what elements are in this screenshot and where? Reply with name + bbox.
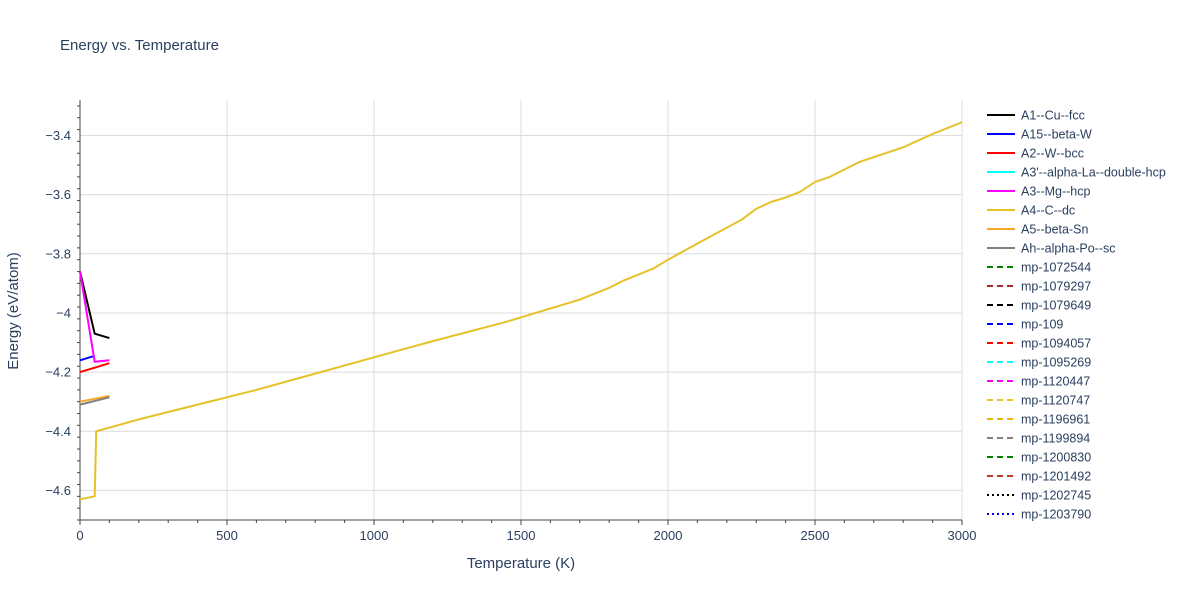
legend-item[interactable]: mp-1120447 [987, 375, 1090, 389]
x-tick-label: 1000 [360, 528, 389, 543]
y-tick-label: −4.6 [45, 483, 71, 498]
x-tick-label: 1500 [507, 528, 536, 543]
series-line-ah-alpha-po-sc [79, 396, 110, 406]
legend-item[interactable]: mp-1199894 [987, 432, 1090, 446]
legend-item[interactable]: A4--C--dc [987, 204, 1075, 218]
legend-label: A2--W--bcc [1021, 147, 1084, 161]
y-axis-title: Energy (eV/atom) [5, 252, 22, 370]
legend-label: mp-1120747 [1021, 394, 1090, 408]
legend-item[interactable]: A5--beta-Sn [987, 223, 1088, 237]
x-axis-title: Temperature (K) [467, 555, 575, 572]
x-tick-label: 2500 [801, 528, 830, 543]
legend-item[interactable]: mp-1094057 [987, 337, 1091, 351]
y-tick-label: −3.4 [45, 128, 71, 143]
legend-label: A3'--alpha-La--double-hcp [1021, 166, 1166, 180]
legend-label: A1--Cu--fcc [1021, 109, 1085, 123]
series-line-a15-beta-w [79, 354, 95, 362]
legend-label: mp-1079297 [1021, 280, 1091, 294]
legend-label: mp-1200830 [1021, 451, 1091, 465]
legend-label: A4--C--dc [1021, 204, 1075, 218]
series-line-a5-beta-sn [79, 394, 110, 403]
legend-item[interactable]: A15--beta-W [987, 128, 1092, 142]
legend-label: mp-1196961 [1021, 413, 1090, 427]
legend[interactable]: A1--Cu--fcc A15--beta-W A2--W--bcc A3'--alp… [987, 109, 1166, 522]
legend-item[interactable]: A3--Mg--hcp [987, 185, 1091, 199]
series-line-a1-cu-fcc [79, 271, 110, 340]
series-line-a2-w-bcc [79, 362, 110, 374]
legend-label: A3--Mg--hcp [1021, 185, 1091, 199]
chart-title: Energy vs. Temperature [60, 37, 219, 54]
legend-item[interactable]: Ah--alpha-Po--sc [987, 242, 1115, 256]
legend-label: A15--beta-W [1021, 128, 1092, 142]
grid [80, 100, 963, 520]
legend-item[interactable]: mp-1079297 [987, 280, 1091, 294]
legend-item[interactable]: mp-1201492 [987, 470, 1091, 484]
legend-item[interactable]: A1--Cu--fcc [987, 109, 1085, 123]
x-tick-label: 0 [76, 528, 83, 543]
legend-item[interactable]: A2--W--bcc [987, 147, 1084, 161]
legend-item[interactable]: A3'--alpha-La--double-hcp [987, 166, 1166, 180]
legend-item[interactable]: mp-1196961 [987, 413, 1090, 427]
legend-label: mp-1079649 [1021, 299, 1091, 313]
y-tick-label: −4.2 [45, 365, 71, 380]
legend-label: mp-1094057 [1021, 337, 1091, 351]
legend-label: mp-1199894 [1021, 432, 1090, 446]
legend-item[interactable]: mp-1203790 [987, 508, 1091, 522]
legend-label: A5--beta-Sn [1021, 223, 1088, 237]
y-tick-label: −4.4 [45, 424, 71, 439]
legend-item[interactable]: mp-1072544 [987, 261, 1091, 275]
x-tick-label: 2000 [654, 528, 683, 543]
legend-label: mp-1095269 [1021, 356, 1091, 370]
series-layer [79, 121, 963, 501]
legend-item[interactable]: mp-109 [987, 318, 1063, 332]
series-line-a4-c-dc [79, 121, 963, 501]
y-tick-label: −4 [56, 305, 71, 320]
legend-label: mp-1120447 [1021, 375, 1090, 389]
legend-item[interactable]: mp-1079649 [987, 299, 1091, 313]
axes: 0 500 1000 1500 2000 2500 3000 −4.6 −4.4 −4.2 −4 −3… [45, 100, 976, 543]
legend-item[interactable]: mp-1120747 [987, 394, 1090, 408]
x-tick-label: 3000 [948, 528, 977, 543]
legend-label: Ah--alpha-Po--sc [1021, 242, 1115, 256]
legend-label: mp-1072544 [1021, 261, 1091, 275]
legend-label: mp-109 [1021, 318, 1063, 332]
y-tick-label: −3.8 [45, 246, 71, 261]
legend-label: mp-1203790 [1021, 508, 1091, 522]
legend-item[interactable]: mp-1200830 [987, 451, 1091, 465]
legend-label: mp-1201492 [1021, 470, 1091, 484]
legend-item[interactable]: mp-1095269 [987, 356, 1091, 370]
legend-label: mp-1202745 [1021, 489, 1091, 503]
legend-item[interactable]: mp-1202745 [987, 489, 1091, 503]
y-tick-label: −3.6 [45, 187, 71, 202]
x-tick-label: 500 [216, 528, 238, 543]
series-line-a3-mg-hcp [79, 271, 110, 363]
